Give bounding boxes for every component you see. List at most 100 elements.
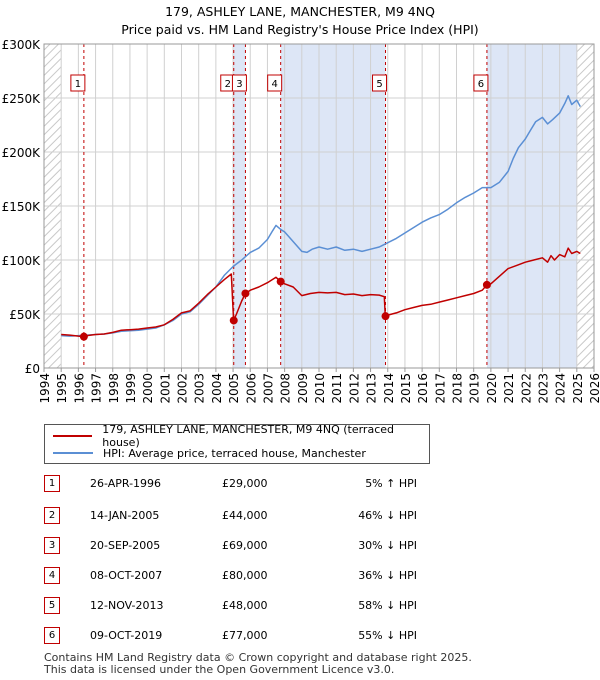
transaction-hpi-diff: 58% ↓ HPI <box>358 599 417 612</box>
x-tick-label: 2009 <box>296 373 310 404</box>
x-tick-label: 1996 <box>72 373 86 404</box>
x-tick-label: 2007 <box>261 373 275 404</box>
transaction-date: 20-SEP-2005 <box>90 539 161 552</box>
sale-point <box>482 280 491 289</box>
transaction-price: £48,000 <box>222 599 268 612</box>
transaction-hpi-diff: 55% ↓ HPI <box>358 629 417 642</box>
x-tick-label: 2016 <box>416 373 430 404</box>
transaction-hpi-diff: 46% ↓ HPI <box>358 509 417 522</box>
sale-point <box>79 332 88 341</box>
x-tick-label: 2015 <box>399 373 413 404</box>
sale-marker-label: 6 <box>478 79 484 90</box>
sale-marker-label: 4 <box>271 79 277 90</box>
footer-copyright: Contains HM Land Registry data © Crown c… <box>44 651 472 664</box>
sale-marker-box <box>267 74 283 92</box>
legend-item-hpi: HPI: Average price, terraced house, Manc… <box>53 445 366 461</box>
sale-marker-label: 2 <box>225 79 231 90</box>
chart-subtitle: Price paid vs. HM Land Registry's House … <box>121 22 479 37</box>
x-tick-label: 2014 <box>382 373 396 404</box>
transaction-number: 5 <box>44 597 60 614</box>
legend-label-property: 179, ASHLEY LANE, MANCHESTER, M9 4NQ (te… <box>102 423 394 449</box>
transaction-row: 1 26-APR-1996 £29,000 5% ↑ HPI <box>44 473 584 493</box>
transaction-price: £77,000 <box>222 629 268 642</box>
footer-license: This data is licensed under the Open Gov… <box>44 663 395 676</box>
y-tick-label: £250K <box>2 92 42 106</box>
sale-point <box>229 316 238 325</box>
x-tick-label: 2005 <box>227 373 241 404</box>
transaction-hpi-diff: 5% ↑ HPI <box>365 477 417 490</box>
sale-point <box>241 289 250 298</box>
legend: 179, ASHLEY LANE, MANCHESTER, M9 4NQ (te… <box>44 423 430 464</box>
sale-marker-box <box>372 74 388 92</box>
sale-point <box>381 312 390 321</box>
transaction-row: 4 08-OCT-2007 £80,000 36% ↓ HPI <box>44 565 584 585</box>
y-tick-label: £100K <box>2 254 42 268</box>
transaction-price: £80,000 <box>222 569 268 582</box>
transaction-price: £69,000 <box>222 539 268 552</box>
y-tick-label: £200K <box>2 146 42 160</box>
transaction-date: 14-JAN-2005 <box>90 509 160 522</box>
sale-marker-label: 5 <box>376 79 382 90</box>
x-tick-label: 2019 <box>468 373 482 404</box>
x-tick-label: 2000 <box>141 373 155 404</box>
x-tick-label: 2023 <box>536 373 550 404</box>
sale-marker-box <box>473 74 489 92</box>
sale-marker-box <box>70 74 86 92</box>
x-tick-label: 2025 <box>571 373 585 404</box>
transaction-row: 5 12-NOV-2013 £48,000 58% ↓ HPI <box>44 595 584 615</box>
chart-title: 179, ASHLEY LANE, MANCHESTER, M9 4NQ <box>165 4 435 19</box>
transaction-number: 6 <box>44 627 60 644</box>
x-tick-label: 2010 <box>313 373 327 404</box>
transaction-number: 3 <box>44 537 60 554</box>
sale-marker-label: 3 <box>236 79 242 90</box>
x-tick-label: 2001 <box>158 373 172 404</box>
transaction-date: 08-OCT-2007 <box>90 569 163 582</box>
x-tick-label: 2003 <box>193 373 207 404</box>
x-tick-label: 2006 <box>244 373 258 404</box>
transaction-hpi-diff: 36% ↓ HPI <box>358 569 417 582</box>
legend-swatch-property <box>53 435 93 437</box>
property-price-line <box>61 247 581 338</box>
transaction-row: 6 09-OCT-2019 £77,000 55% ↓ HPI <box>44 625 584 645</box>
legend-item-property: 179, ASHLEY LANE, MANCHESTER, M9 4NQ (te… <box>53 423 429 449</box>
x-tick-label: 2020 <box>485 373 499 404</box>
transaction-number: 4 <box>44 567 60 584</box>
x-tick-label: 2021 <box>502 373 516 404</box>
sale-marker-box <box>231 74 247 92</box>
legend-swatch-hpi <box>53 452 93 454</box>
y-tick-label: £0 <box>25 362 40 376</box>
x-tick-label: 2026 <box>588 373 600 404</box>
transaction-number: 2 <box>44 507 60 524</box>
x-tick-label: 2018 <box>451 373 465 404</box>
sale-point <box>276 277 285 286</box>
transaction-date: 26-APR-1996 <box>90 477 162 490</box>
x-tick-label: 2012 <box>347 373 361 404</box>
y-tick-label: £150K <box>2 200 42 214</box>
x-tick-label: 2017 <box>433 373 447 404</box>
transaction-price: £29,000 <box>222 477 268 490</box>
x-tick-label: 1998 <box>107 373 121 404</box>
transaction-date: 09-OCT-2019 <box>90 629 163 642</box>
x-tick-label: 2022 <box>519 373 533 404</box>
transaction-date: 12-NOV-2013 <box>90 599 164 612</box>
x-tick-label: 2024 <box>554 373 568 404</box>
transaction-row: 3 20-SEP-2005 £69,000 30% ↓ HPI <box>44 535 584 555</box>
transaction-price: £44,000 <box>222 509 268 522</box>
sale-marker-label: 1 <box>75 79 81 90</box>
x-tick-label: 2008 <box>279 373 293 404</box>
y-tick-label: £50K <box>9 308 41 322</box>
x-tick-label: 2013 <box>365 373 379 404</box>
transaction-number: 1 <box>44 475 60 492</box>
x-tick-label: 1997 <box>90 373 104 404</box>
x-tick-label: 2004 <box>210 373 224 404</box>
y-tick-label: £300K <box>2 38 42 52</box>
x-tick-label: 1994 <box>38 373 52 404</box>
transaction-hpi-diff: 30% ↓ HPI <box>358 539 417 552</box>
transaction-row: 2 14-JAN-2005 £44,000 46% ↓ HPI <box>44 505 584 525</box>
x-tick-label: 2002 <box>176 373 190 404</box>
x-tick-label: 1995 <box>55 373 69 404</box>
x-tick-label: 2011 <box>330 373 344 404</box>
x-tick-label: 1999 <box>124 373 138 404</box>
legend-label-hpi: HPI: Average price, terraced house, Manc… <box>103 446 366 460</box>
